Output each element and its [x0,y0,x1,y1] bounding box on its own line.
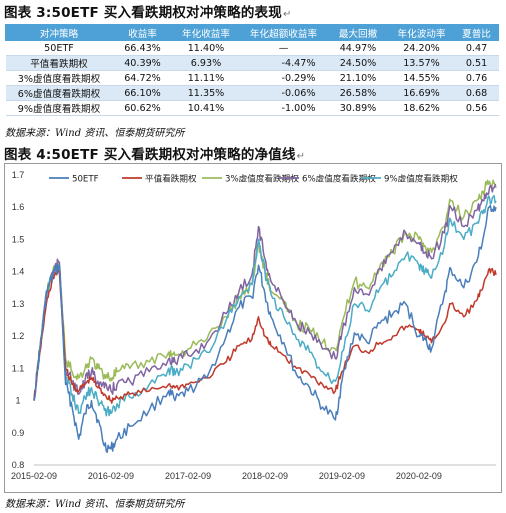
cell-strategy: 50ETF [5,40,113,56]
y-tick-label: 1.3 [12,299,25,309]
return-mark-icon: ↵ [296,151,306,162]
table-row: 平值看跌期权 40.39% 6.93% -4.47% 24.50% 13.57%… [5,55,499,71]
cell-volatility: 14.55% [388,70,455,86]
header-annual-volatility: 年化波动率 [388,24,455,41]
legend-label: 6%虚值度看跌期权 [302,173,376,185]
cell-volatility: 18.62% [388,100,455,116]
cell-max-drawdown: 21.10% [327,70,389,86]
legend-label: 3%虚值度看跌期权 [225,173,299,185]
nav-line-chart: 0.80.911.11.21.31.41.51.61.7 2015-02-09 2… [4,163,502,493]
table-row: 3%虚值度看跌期权 64.72% 11.11% -0.29% 21.10% 14… [5,70,499,86]
chart-border [4,163,502,493]
table-title: 图表 3:50ETF 买入看跌期权对冲策略的表现↵ [4,1,292,21]
y-tick-label: 0.8 [12,460,25,470]
table-header-row: 对冲策略 收益率 年化收益率 年化超额收益率 最大回撤 年化波动率 夏普比 [5,24,499,41]
source-note-table: 数据来源：Wind 资讯、恒泰期货研究所 [5,128,185,139]
cell-strategy: 6%虚值度看跌期权 [5,85,113,101]
cell-annual-excess: — [239,40,328,56]
cell-annual-return: 6.93% [172,55,240,71]
cell-sharpe: 0.76 [454,70,499,86]
x-tick-label: 2019-02-09 [319,471,365,481]
cell-volatility: 24.20% [388,40,455,56]
performance-table: 对冲策略 收益率 年化收益率 年化超额收益率 最大回撤 年化波动率 夏普比 50… [5,24,499,116]
cell-annual-return: 11.35% [172,85,240,101]
series-line-3 [33,183,497,401]
series-line-1 [33,267,497,404]
cell-strategy: 3%虚值度看跌期权 [5,70,113,86]
x-tick-label: 2015-02-09 [11,471,57,481]
y-tick-label: 1.7 [12,170,25,180]
y-tick-label: 1.6 [12,202,25,212]
cell-strategy: 平值看跌期权 [5,55,113,71]
y-tick-label: 1.5 [12,234,25,244]
header-strategy: 对冲策略 [5,24,113,41]
legend: 50ETF 平值看跌期权 3%虚值度看跌期权 6%虚值度看跌期权 9%虚值度看跌期权 [49,173,458,185]
legend-label: 50ETF [72,175,99,185]
y-tick-label: 1.1 [12,363,25,373]
cell-return: 40.39% [112,55,173,71]
cell-return: 60.62% [112,100,173,116]
chart-title: 图表 4:50ETF 买入看跌期权对冲策略的净值线↵ [4,143,305,163]
cell-return: 66.43% [112,40,173,56]
cell-annual-return: 11.40% [172,40,240,56]
cell-max-drawdown: 24.50% [327,55,389,71]
cell-sharpe: 0.68 [454,85,499,101]
source-note-chart: 数据来源：Wind 资讯、恒泰期货研究所 [5,499,185,510]
cell-strategy: 9%虚值度看跌期权 [5,100,113,116]
header-sharpe: 夏普比 [454,24,499,41]
table-row: 6%虚值度看跌期权 66.10% 11.35% -0.06% 26.58% 16… [5,85,499,101]
x-tick-label: 2017-02-09 [165,471,211,481]
header-max-drawdown: 最大回撤 [327,24,389,41]
cell-sharpe: 0.51 [454,55,499,71]
series-line-4 [33,194,497,417]
y-tick-label: 0.9 [12,428,25,438]
cell-annual-excess: -0.29% [239,70,328,86]
chart-frame [4,163,502,493]
table-row: 50ETF 66.43% 11.40% — 44.97% 24.20% 0.47 [5,40,499,56]
header-annual-excess-return: 年化超额收益率 [239,24,328,41]
cell-annual-excess: -0.06% [239,85,328,101]
table-row: 9%虚值度看跌期权 60.62% 10.41% -1.00% 30.89% 18… [5,100,499,116]
y-axis: 0.8 0.9 1 1.1 1.2 1.3 1.4 1.5 1.6 1.7 [12,170,25,470]
cell-return: 64.72% [112,70,173,86]
cell-max-drawdown: 44.97% [327,40,389,56]
y-tick-label: 1.4 [12,267,25,277]
header-annual-return: 年化收益率 [172,24,240,41]
cell-annual-return: 10.41% [172,100,240,116]
series-line-0 [33,204,497,453]
cell-sharpe: 0.56 [454,100,499,116]
header-return: 收益率 [112,24,173,41]
cell-sharpe: 0.47 [454,40,499,56]
cell-max-drawdown: 30.89% [327,100,389,116]
chart-title-text: 图表 4:50ETF 买入看跌期权对冲策略的净值线 [4,147,296,163]
x-tick-label: 2018-02-09 [242,471,288,481]
cell-annual-excess: -4.47% [239,55,328,71]
cell-max-drawdown: 26.58% [327,85,389,101]
y-tick-label: 1.2 [12,331,25,341]
cell-return: 66.10% [112,85,173,101]
x-tick-label: 2020-02-09 [396,471,442,481]
legend-label: 9%虚值度看跌期权 [384,173,458,185]
y-tick-label: 1 [15,396,20,406]
return-mark-icon: ↵ [282,9,292,20]
x-tick-label: 2016-02-09 [88,471,134,481]
cell-volatility: 16.69% [388,85,455,101]
legend-label: 平值看跌期权 [145,173,197,185]
cell-annual-return: 11.11% [172,70,240,86]
cell-annual-excess: -1.00% [239,100,328,116]
x-axis: 2015-02-09 2016-02-09 2017-02-09 2018-02-09… [11,464,496,481]
series-lines [33,179,497,453]
table-title-text: 图表 3:50ETF 买入看跌期权对冲策略的表现 [4,5,282,21]
cell-volatility: 13.57% [388,55,455,71]
